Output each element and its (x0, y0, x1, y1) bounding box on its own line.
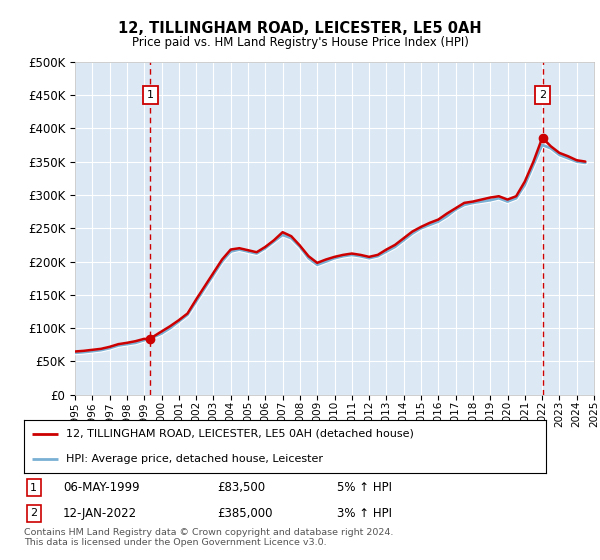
Text: 5% ↑ HPI: 5% ↑ HPI (337, 481, 392, 494)
Text: HPI: Average price, detached house, Leicester: HPI: Average price, detached house, Leic… (66, 454, 323, 464)
Text: £83,500: £83,500 (217, 481, 265, 494)
Text: 12, TILLINGHAM ROAD, LEICESTER, LE5 0AH (detached house): 12, TILLINGHAM ROAD, LEICESTER, LE5 0AH … (66, 429, 413, 439)
Text: £385,000: £385,000 (217, 507, 272, 520)
Text: 06-MAY-1999: 06-MAY-1999 (63, 481, 140, 494)
Text: Contains HM Land Registry data © Crown copyright and database right 2024.
This d: Contains HM Land Registry data © Crown c… (24, 528, 394, 547)
Text: Price paid vs. HM Land Registry's House Price Index (HPI): Price paid vs. HM Land Registry's House … (131, 36, 469, 49)
Text: 2: 2 (539, 90, 547, 100)
Text: 3% ↑ HPI: 3% ↑ HPI (337, 507, 392, 520)
Text: 2: 2 (30, 508, 37, 519)
Text: 1: 1 (147, 90, 154, 100)
Text: 1: 1 (30, 483, 37, 493)
Text: 12-JAN-2022: 12-JAN-2022 (63, 507, 137, 520)
Text: 12, TILLINGHAM ROAD, LEICESTER, LE5 0AH: 12, TILLINGHAM ROAD, LEICESTER, LE5 0AH (118, 21, 482, 36)
